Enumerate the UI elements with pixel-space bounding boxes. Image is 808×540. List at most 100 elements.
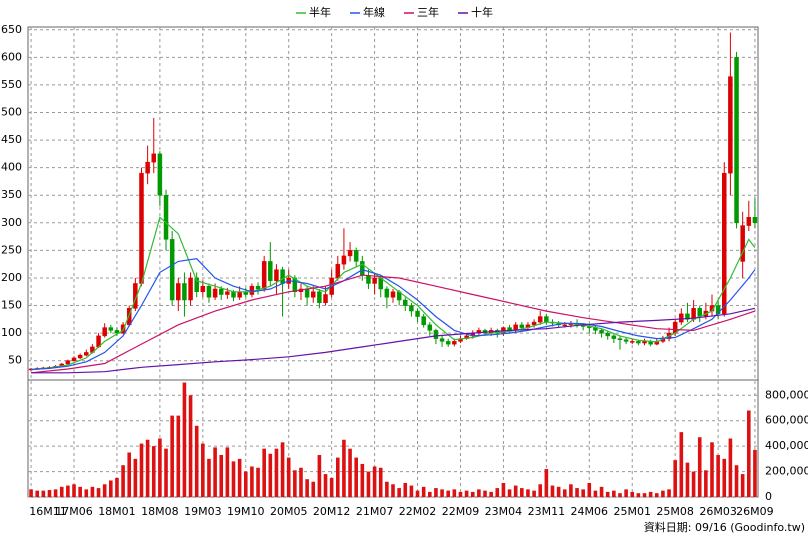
volume-bar bbox=[47, 490, 52, 497]
volume-bar bbox=[225, 447, 230, 497]
candle-body bbox=[452, 341, 457, 345]
candle-body bbox=[427, 324, 433, 331]
x-tick-label: 17M06 bbox=[55, 505, 93, 518]
volume-bar bbox=[421, 486, 426, 497]
volume-bar bbox=[636, 493, 641, 497]
volume-bar bbox=[176, 415, 181, 497]
candle-body bbox=[390, 291, 396, 298]
candle-body bbox=[237, 291, 242, 298]
x-tick-label: 25M08 bbox=[656, 505, 694, 518]
volume-bar bbox=[464, 490, 469, 497]
x-tick-label: 19M03 bbox=[184, 505, 222, 518]
candle-body bbox=[623, 339, 629, 342]
volume-bar bbox=[335, 457, 340, 497]
candle-body bbox=[544, 316, 549, 323]
candle-body bbox=[133, 283, 138, 309]
volume-bar bbox=[470, 491, 475, 497]
y2-tick-label: 800,000 bbox=[765, 388, 808, 401]
candle-body bbox=[617, 338, 623, 340]
volume-bar bbox=[556, 486, 561, 497]
y-tick-label: 100 bbox=[1, 326, 22, 339]
volume-bar bbox=[440, 489, 444, 497]
volume-bar bbox=[311, 481, 316, 497]
x-tick-label: 22M09 bbox=[442, 505, 480, 518]
candle-body bbox=[249, 285, 255, 295]
volume-bar bbox=[66, 485, 70, 497]
candle-body bbox=[611, 335, 617, 339]
candle-body bbox=[231, 291, 236, 298]
volume-bar bbox=[654, 493, 659, 497]
volume-bar bbox=[734, 465, 739, 497]
x-tick-label: 19M10 bbox=[227, 505, 265, 518]
volume-bar bbox=[35, 490, 40, 497]
candle-body bbox=[384, 288, 390, 298]
candle-body bbox=[642, 341, 647, 344]
candle-body bbox=[740, 225, 745, 262]
candle-body bbox=[139, 172, 144, 284]
x-tick-label: 16M11 bbox=[29, 505, 67, 518]
candle-body bbox=[268, 261, 273, 281]
volume-bar bbox=[569, 484, 573, 497]
volume-bar bbox=[329, 477, 334, 497]
volume-bar bbox=[710, 442, 714, 497]
candle-body bbox=[562, 324, 568, 327]
volume-bar bbox=[378, 467, 383, 497]
volume-bar bbox=[612, 490, 616, 497]
volume-bar bbox=[679, 432, 684, 497]
candle-body bbox=[274, 269, 279, 281]
volume-bar bbox=[158, 438, 162, 497]
candle-body bbox=[182, 283, 187, 301]
y2-tick-label: 0 bbox=[765, 490, 772, 503]
volume-bar bbox=[513, 485, 518, 497]
volume-bar bbox=[348, 448, 352, 497]
volume-bar bbox=[691, 471, 696, 497]
volume-bar bbox=[501, 483, 506, 497]
volume-bar bbox=[170, 415, 174, 497]
candle-body bbox=[752, 217, 758, 224]
y-tick-label: 550 bbox=[1, 78, 22, 91]
volume-bar bbox=[219, 455, 224, 497]
y-tick-label: 450 bbox=[1, 133, 22, 146]
volume-bar bbox=[268, 453, 273, 497]
volume-bar bbox=[740, 474, 745, 497]
volume-bar bbox=[133, 458, 138, 497]
volume-bar bbox=[182, 382, 187, 497]
x-tick-label: 25M01 bbox=[613, 505, 651, 518]
volume-bar bbox=[593, 490, 598, 497]
volume-bar bbox=[648, 491, 653, 497]
x-tick-label: 22M02 bbox=[399, 505, 437, 518]
volume-bar bbox=[286, 457, 291, 497]
x-tick-label: 21M07 bbox=[356, 505, 394, 518]
x-tick-label: 18M08 bbox=[141, 505, 179, 518]
volume-bar bbox=[342, 439, 346, 497]
volume-bar bbox=[139, 443, 144, 497]
volume-bar bbox=[256, 467, 260, 497]
volume-bar bbox=[538, 484, 543, 497]
candle-body bbox=[163, 194, 169, 240]
volume-bar bbox=[477, 489, 481, 497]
volume-bar bbox=[458, 491, 463, 497]
candle-body bbox=[145, 161, 150, 174]
candle-body bbox=[212, 288, 218, 298]
volume-bar bbox=[746, 410, 751, 497]
volume-bar bbox=[84, 489, 89, 497]
candle-body bbox=[108, 327, 114, 331]
candle-body bbox=[71, 357, 77, 361]
candle-body bbox=[157, 153, 163, 196]
candle-body bbox=[728, 76, 733, 174]
candle-body bbox=[261, 261, 267, 290]
volume-bar bbox=[428, 491, 432, 497]
volume-bar bbox=[188, 395, 193, 497]
y-tick-label: 400 bbox=[1, 161, 22, 174]
volume-bar bbox=[164, 448, 168, 497]
volume-bar bbox=[642, 493, 647, 497]
candle-body bbox=[599, 330, 604, 334]
candle-body bbox=[114, 330, 120, 334]
candle-body bbox=[445, 341, 451, 345]
y-tick-label: 650 bbox=[1, 23, 22, 36]
y2-tick-label: 600,000 bbox=[765, 414, 808, 427]
y2-tick-label: 200,000 bbox=[765, 465, 808, 478]
candle-body bbox=[409, 305, 414, 312]
y-tick-label: 600 bbox=[1, 50, 22, 63]
